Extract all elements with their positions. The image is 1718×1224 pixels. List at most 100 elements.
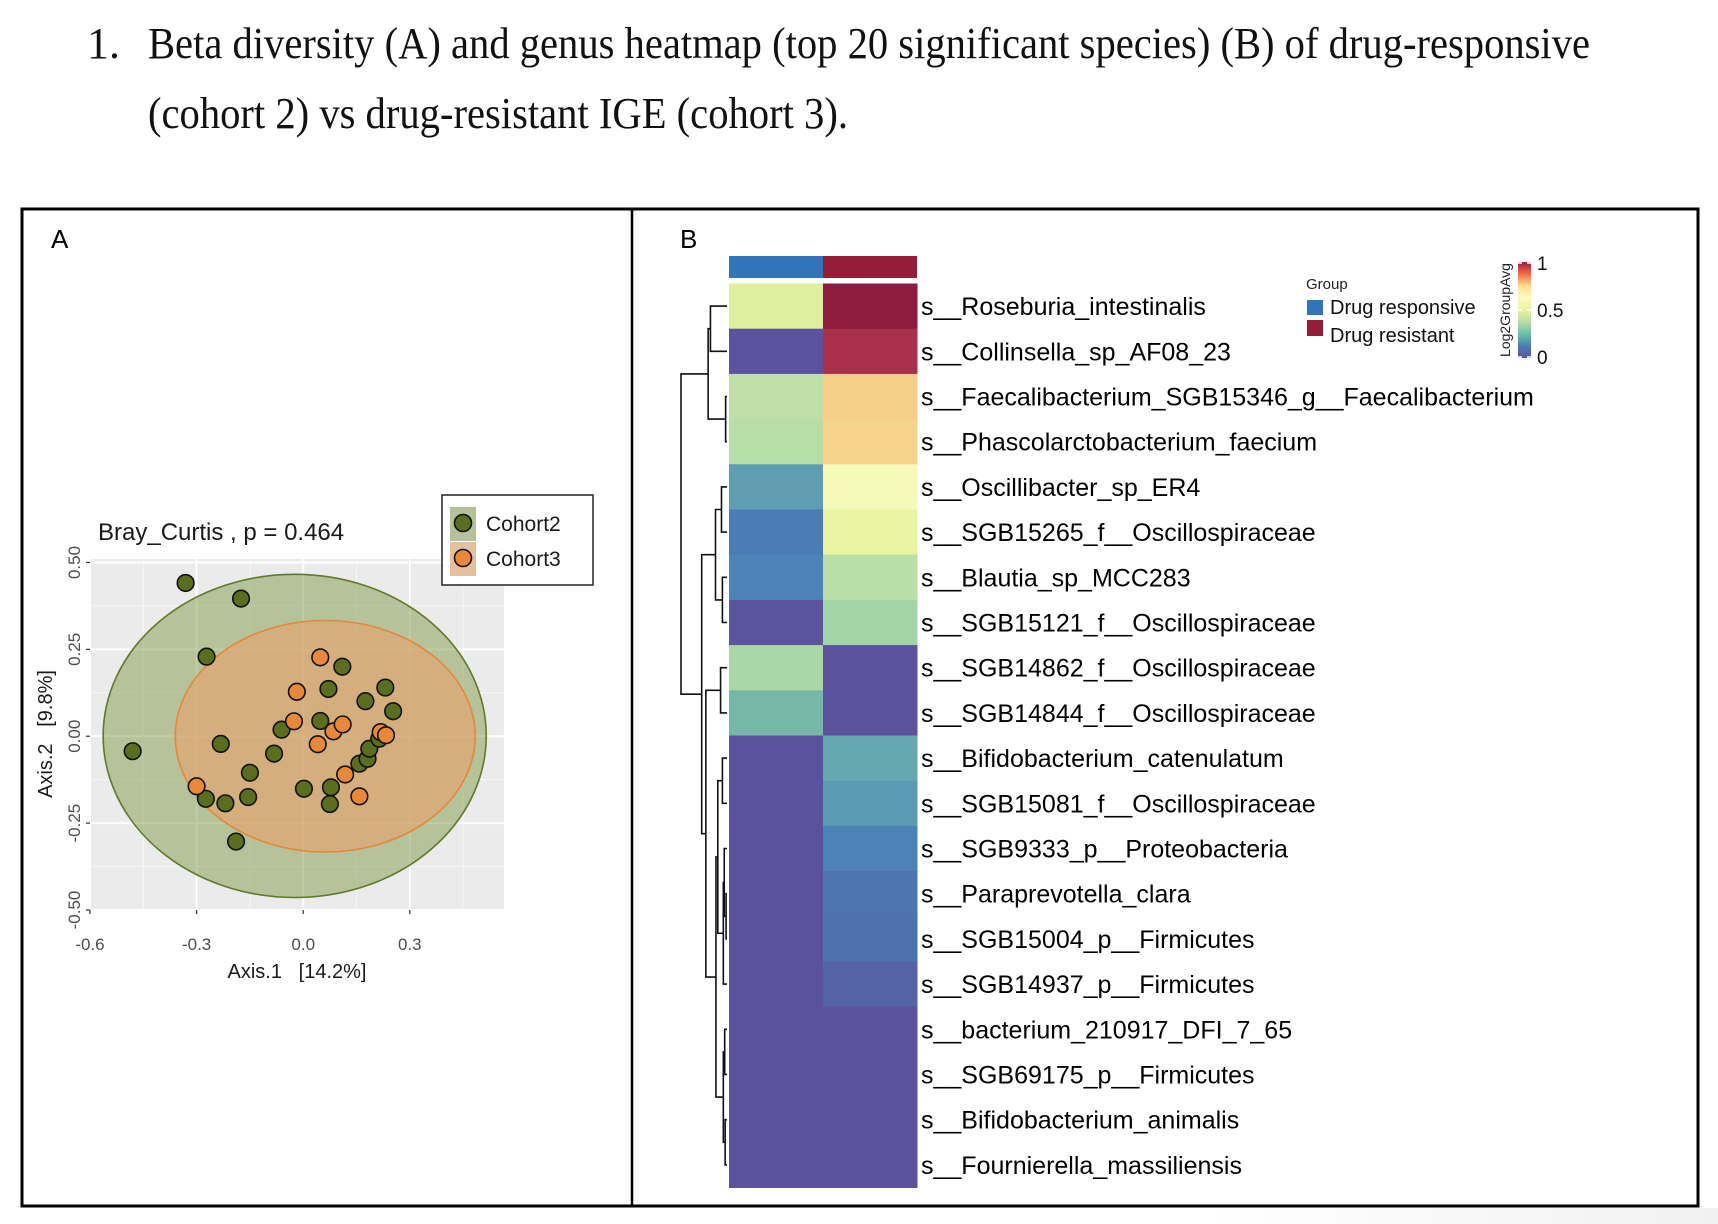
plot-a-points	[123, 573, 403, 851]
panel-a: A Bray_Curtis , p = 0.464 -0.6 -0.3 0.0 0.3…	[35, 224, 594, 983]
heatmap-cell	[729, 283, 824, 330]
point-cohort2	[240, 763, 260, 782]
heatmap-cell	[729, 1006, 824, 1053]
row-label: s__Fournierella_massiliensis	[921, 1152, 1242, 1180]
panel-b-label: B	[680, 224, 697, 254]
point-cohort2	[384, 702, 403, 721]
point-cohort2	[320, 794, 339, 814]
heatmap-cell	[729, 961, 824, 1008]
point-cohort2	[272, 720, 291, 739]
heatmap-cell	[823, 871, 918, 917]
legend-label-cohort2: Cohort2	[486, 513, 561, 536]
plot-a-y-axis-title: Axis.2 [9.8%]	[35, 670, 57, 798]
heatmap-cell	[823, 283, 918, 330]
group-legend-swatch-resistant	[1307, 320, 1323, 336]
point-cohort2	[197, 647, 216, 666]
row-label: s__SGB15265_f__Oscillospiraceae	[921, 519, 1316, 547]
page-bottom-shadow	[0, 1208, 1718, 1224]
colorbar-ticks: 10.50	[1518, 254, 1563, 369]
y-tick-label: -0.50	[65, 891, 84, 930]
heatmap-cell	[823, 328, 918, 375]
y-tick-label: 0.50	[65, 546, 84, 579]
group-bar-resistant	[823, 256, 917, 278]
point-cohort2	[264, 744, 284, 763]
heatmap-cell	[823, 735, 918, 782]
point-cohort3	[308, 735, 327, 754]
group-legend: Group Drug responsive Drug resistant	[1306, 276, 1476, 347]
colorbar-tick-label: 1	[1537, 254, 1548, 275]
point-cohort2	[294, 779, 314, 798]
point-cohort3	[284, 712, 304, 731]
colorbar-tick-label: 0.5	[1537, 301, 1563, 322]
point-cohort2	[211, 734, 230, 753]
heatmap-cell	[729, 735, 824, 782]
row-label: s__Bifidobacterium_animalis	[921, 1107, 1239, 1135]
group-bar-responsive	[729, 256, 823, 278]
legend-key-cohort2-icon	[453, 513, 473, 533]
point-cohort2	[123, 742, 142, 761]
row-label: s__Paraprevotella_clara	[921, 881, 1191, 909]
heatmap-cell	[823, 825, 918, 872]
point-cohort2	[376, 678, 395, 697]
heatmap-cell	[729, 554, 824, 601]
heatmap-cell	[823, 509, 918, 556]
heatmap-cell	[729, 509, 824, 556]
point-cohort2	[226, 832, 246, 851]
x-tick-label: 0.0	[291, 935, 315, 954]
point-cohort2	[356, 692, 375, 711]
caption-line-1: Beta diversity (A) and genus heatmap (to…	[148, 19, 1590, 68]
row-label: s__SGB14844_f__Oscillospiraceae	[921, 700, 1316, 728]
caption-line-2: (cohort 2) vs drug-resistant IGE (cohort…	[148, 89, 848, 138]
heatmap-cell	[823, 1097, 918, 1143]
row-dendrogram	[680, 305, 727, 1166]
heatmap-cell	[823, 690, 918, 736]
row-label: s__Oscillibacter_sp_ER4	[921, 474, 1200, 502]
y-tick-label: 0.00	[65, 720, 84, 753]
x-tick-label: -0.6	[75, 935, 104, 954]
point-cohort3	[350, 787, 369, 806]
row-label: s__Roseburia_intestinalis	[921, 293, 1206, 321]
panel-a-label: A	[51, 224, 69, 254]
point-cohort2	[321, 778, 341, 797]
heatmap-cell	[729, 373, 824, 420]
heatmap-cell	[823, 1142, 918, 1188]
point-cohort2	[176, 573, 195, 593]
plot-a-x-axis-title: Axis.1 [14.2%]	[228, 961, 367, 983]
heatmap-cell	[823, 1051, 918, 1098]
row-label: s__Blautia_sp_MCC283	[921, 564, 1191, 592]
colorbar-tick-label: 0	[1537, 348, 1548, 369]
heatmap-cell	[729, 328, 824, 375]
caption-number: 1.	[87, 19, 120, 68]
point-cohort3	[187, 777, 206, 796]
heatmap-cell	[729, 825, 824, 872]
plot-a-x-ticks: -0.6 -0.3 0.0 0.3	[75, 910, 422, 954]
point-cohort3	[311, 648, 330, 667]
point-cohort3	[376, 726, 396, 745]
row-label: s__Bifidobacterium_catenulatum	[921, 745, 1284, 773]
heatmap-cell	[823, 916, 918, 962]
y-tick-label: -0.25	[65, 804, 84, 843]
heatmap-cell	[729, 1097, 824, 1143]
legend-key-cohort3-icon	[453, 548, 473, 568]
row-label: s__SGB69175_p__Firmicutes	[921, 1062, 1255, 1090]
heatmap-cell	[729, 871, 824, 917]
plot-a-legend: Cohort2 Cohort3	[441, 494, 594, 586]
point-cohort3	[336, 765, 355, 784]
row-label: s__bacterium_210917_DFI_7_65	[921, 1016, 1292, 1044]
dendrogram-branch	[680, 373, 709, 695]
heatmap-cell	[729, 464, 824, 510]
point-cohort2	[216, 794, 235, 813]
x-tick-label: 0.3	[398, 935, 422, 954]
heatmap-cell	[823, 961, 918, 1008]
heatmap-cell	[823, 780, 918, 827]
heatmap-cell	[823, 419, 918, 465]
point-cohort2	[311, 711, 330, 731]
plot-a-title: Bray_Curtis , p = 0.464	[98, 519, 344, 546]
colorbar	[1518, 262, 1531, 358]
legend-label-cohort3: Cohort3	[486, 548, 561, 571]
group-legend-label-resistant: Drug resistant	[1330, 325, 1455, 347]
point-cohort2	[196, 789, 215, 808]
heatmap-row-labels: s__Roseburia_intestinalis s__Collinsella_…	[921, 293, 1534, 1180]
heatmap-cell	[823, 464, 918, 510]
